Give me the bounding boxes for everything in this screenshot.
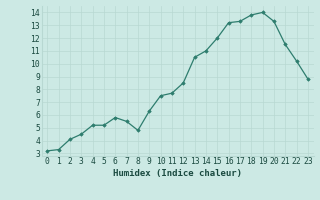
X-axis label: Humidex (Indice chaleur): Humidex (Indice chaleur) bbox=[113, 169, 242, 178]
